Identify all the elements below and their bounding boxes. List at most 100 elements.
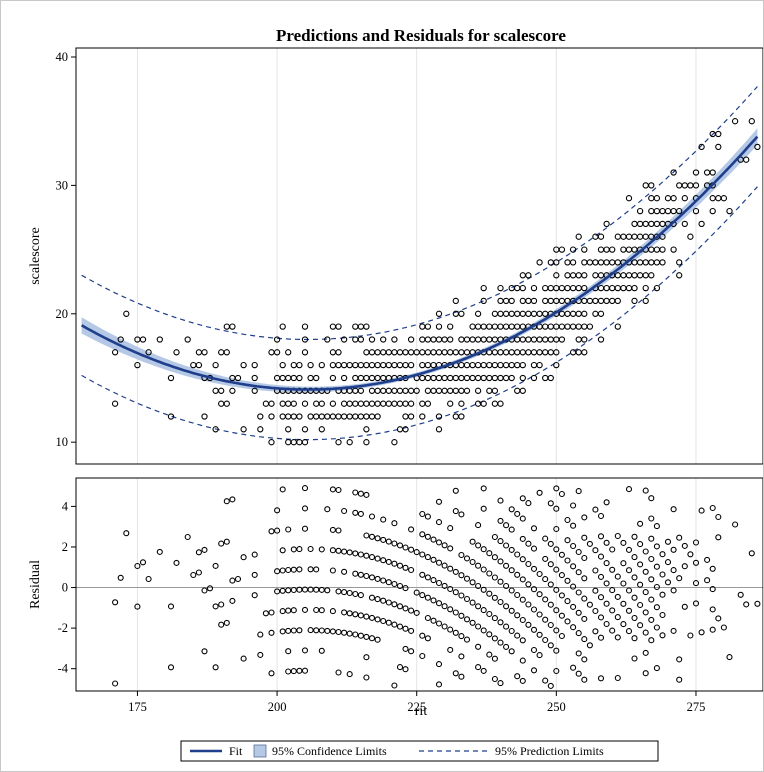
data-point [134,361,141,369]
data-point [111,349,119,356]
data-point [374,349,381,356]
data-point [692,182,700,189]
data-point [514,349,521,356]
residual-point [530,525,538,532]
data-point [636,272,644,279]
residual-point [709,586,716,593]
data-point [307,374,314,382]
residual-point [648,495,655,502]
data-point [581,297,588,305]
data-point [407,361,415,369]
residual-point [503,582,510,590]
data-point [212,361,219,369]
residual-point [553,647,560,654]
residual-point [570,542,577,550]
data-point [530,349,538,356]
residual-point [184,533,191,541]
data-point [497,400,504,407]
residual-point [715,534,722,541]
data-point [257,426,264,433]
residual-point [463,595,471,603]
residual-point [564,577,571,584]
data-point [452,349,459,356]
bottom-y-tick-label: -2 [58,621,68,635]
data-point [497,297,504,305]
data-point [363,349,370,356]
data-point [715,195,722,202]
residual-point [659,591,666,598]
residual-point [480,667,487,674]
residual-point [676,534,683,541]
data-point [279,361,286,369]
residual-point [653,665,660,672]
residual-point [441,562,448,569]
residual-point [475,664,482,671]
data-point [480,323,487,330]
data-point [625,195,633,202]
data-point [374,374,381,382]
data-point [318,361,325,369]
residual-point [681,542,688,549]
data-point [648,246,655,253]
data-point [352,361,359,369]
x-axis-label: rit [415,704,428,719]
residual-point [419,571,426,578]
residual-point [547,642,554,649]
residual-point [352,611,359,618]
data-point [491,310,499,317]
residual-point [581,595,588,602]
data-point [402,400,409,407]
residual-point [503,643,510,650]
data-point [497,349,504,356]
data-point [497,310,504,317]
data-point [357,413,365,420]
data-point [447,400,454,407]
residual-point [514,591,521,599]
residual-point [486,550,493,557]
residual-point [268,629,275,636]
data-point [648,195,655,202]
data-point [542,284,549,292]
top-y-tick-label: 10 [56,435,69,449]
data-point [592,259,599,266]
data-point [664,207,672,215]
data-point [285,349,292,356]
residual-point [692,600,700,607]
data-point [374,387,381,394]
bottom-plot-frame [75,477,763,692]
data-point [575,233,582,240]
data-point [692,169,700,176]
data-point [636,207,644,215]
data-point [631,220,638,228]
data-point [335,413,342,420]
data-point [363,439,370,446]
chart-title: Predictions and Residuals for scalescore [276,26,566,45]
fit-panel: 10 20 30 40 scalescore [28,47,763,465]
x-tick-label: 275 [687,700,706,714]
data-point [335,323,342,330]
data-point [441,336,448,343]
data-point [648,207,655,215]
data-point [491,323,499,330]
data-point [190,361,197,369]
data-point [318,413,325,420]
residual-point [575,488,582,495]
residual-point [581,615,588,622]
data-point [368,413,376,420]
residual-point [475,562,482,569]
data-point [424,336,432,343]
residual-point [419,551,426,558]
residual-point [514,510,521,517]
data-point [648,220,655,228]
residual-point [385,599,392,606]
residual-point [290,607,297,614]
data-point [642,272,649,279]
data-point [201,349,208,356]
data-point [530,297,538,305]
residual-point [341,548,348,555]
data-point [447,387,454,394]
data-point [597,297,605,305]
residual-point [335,547,342,554]
data-point [218,387,225,394]
data-point [502,349,510,356]
